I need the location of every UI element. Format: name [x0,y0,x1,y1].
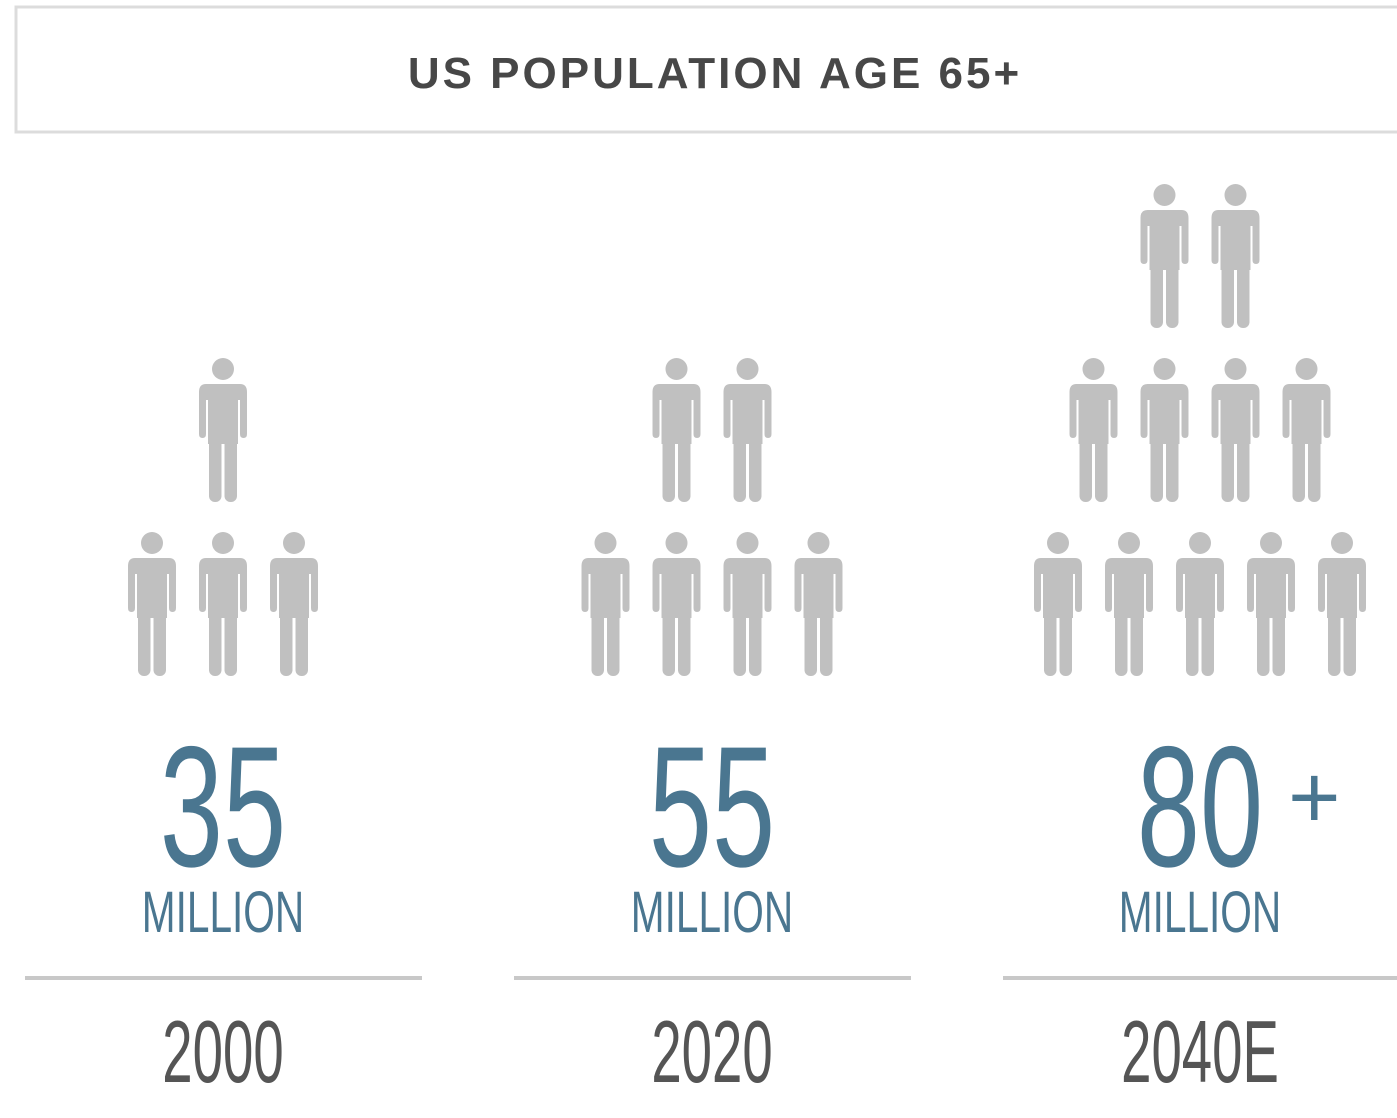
unit-label: MILLION [142,880,304,945]
value-suffix: + [1288,748,1341,848]
person-icon [1141,184,1189,328]
person-icon [128,532,176,676]
population-value: 35 [160,710,286,902]
person-icon [1212,184,1260,328]
person-icon [1034,532,1082,676]
population-value: 55 [649,710,775,902]
person-icon [1105,532,1153,676]
year-label: 2020 [651,1003,772,1102]
person-icon [724,358,772,502]
person-icon [582,532,630,676]
title: US POPULATION AGE 65+ [408,49,1022,98]
person-icon [1318,532,1366,676]
person-icon [1283,358,1331,502]
unit-label: MILLION [631,880,793,945]
person-icon [1070,358,1118,502]
person-icon [1141,358,1189,502]
person-icon [199,358,247,502]
person-icon [795,532,843,676]
person-icon [724,532,772,676]
title-box [14,5,1397,134]
person-icon [653,532,701,676]
person-icon [199,532,247,676]
population-value: 80 [1137,710,1263,902]
unit-label: MILLION [1119,880,1281,945]
person-icon [1176,532,1224,676]
person-icon [1212,358,1260,502]
year-label: 2000 [162,1003,283,1102]
person-icon [653,358,701,502]
person-icon [270,532,318,676]
year-label: 2040E [1121,1003,1279,1102]
person-icon [1247,532,1295,676]
